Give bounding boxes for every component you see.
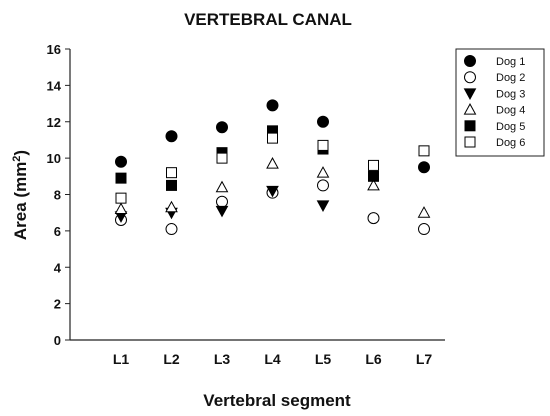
chart-title: VERTEBRAL CANAL xyxy=(184,10,352,29)
data-point xyxy=(115,155,127,168)
x-tick-label: L7 xyxy=(416,351,433,367)
series-dog-1 xyxy=(115,99,430,174)
data-point xyxy=(266,185,279,198)
x-tick-label: L4 xyxy=(264,351,281,367)
data-point xyxy=(317,179,329,192)
x-tick-label: L3 xyxy=(214,351,231,367)
data-point xyxy=(166,167,177,179)
data-point xyxy=(417,206,431,218)
y-tick-label: 6 xyxy=(54,224,61,239)
series-dog-4 xyxy=(114,157,431,218)
data-point xyxy=(317,139,329,151)
legend-marker xyxy=(463,88,477,100)
data-point xyxy=(316,200,330,212)
series-dog-3 xyxy=(114,185,330,223)
y-tick-label: 12 xyxy=(47,115,61,130)
legend-label: Dog 2 xyxy=(496,72,525,84)
x-tick-label: L6 xyxy=(365,351,382,367)
legend-marker xyxy=(464,71,476,84)
legend-label: Dog 3 xyxy=(496,88,525,100)
y-axis-label-main: Area (mm xyxy=(11,162,30,240)
data-point xyxy=(215,180,229,193)
axes xyxy=(65,48,445,341)
data-point xyxy=(368,170,379,182)
data-point xyxy=(418,223,430,236)
data-point xyxy=(166,179,177,191)
data-point xyxy=(266,99,279,112)
y-tick-labels: 0 2 4 6 8 10 12 14 16 xyxy=(47,42,62,348)
data-point xyxy=(165,200,178,213)
legend-marker xyxy=(464,120,476,132)
x-tick-label: L2 xyxy=(163,351,180,367)
y-axis-label: Area (mm2) xyxy=(11,150,30,240)
data-point xyxy=(418,161,430,174)
y-axis-label-sup: 2 xyxy=(11,156,23,162)
data-point xyxy=(316,166,330,178)
legend-marker xyxy=(464,55,476,67)
y-tick-label: 2 xyxy=(54,297,61,312)
legend-label: Dog 4 xyxy=(496,105,525,117)
data-point xyxy=(216,152,228,164)
y-tick-label: 0 xyxy=(54,333,61,348)
legend-label: Dog 1 xyxy=(496,56,525,68)
data-point xyxy=(368,159,379,171)
x-axis-label: Vertebral segment xyxy=(203,391,351,410)
data-point xyxy=(267,132,278,144)
y-tick-label: 8 xyxy=(54,188,61,203)
data-point xyxy=(317,115,329,128)
y-tick-label: 4 xyxy=(54,260,62,275)
legend: Dog 1 Dog 2 Dog 3 Dog 4 Dog 5 Dog 6 xyxy=(455,48,545,157)
y-axis-label-end: ) xyxy=(11,150,30,156)
data-point xyxy=(266,157,279,169)
legend-marker xyxy=(464,136,476,148)
x-tick-labels: L1 L2 L3 L4 L5 L6 L7 xyxy=(113,351,433,367)
data-point xyxy=(114,202,128,215)
series-dog-6 xyxy=(115,132,430,204)
data-point xyxy=(115,192,127,204)
data-point xyxy=(418,145,430,157)
data-point xyxy=(216,121,228,134)
y-tick-label: 16 xyxy=(47,42,61,57)
data-points xyxy=(114,99,431,236)
data-point xyxy=(165,223,178,236)
x-tick-label: L5 xyxy=(315,351,332,367)
legend-marker xyxy=(463,103,477,115)
data-point xyxy=(367,178,380,191)
data-point xyxy=(115,172,127,184)
legend-label: Dog 6 xyxy=(496,137,525,149)
data-point xyxy=(215,205,229,218)
x-tick-label: L1 xyxy=(113,351,130,367)
y-tick-label: 14 xyxy=(47,78,62,93)
data-point xyxy=(216,195,228,208)
legend-label: Dog 5 xyxy=(496,121,525,133)
series-dog-5 xyxy=(115,125,379,191)
data-point xyxy=(367,212,380,225)
data-point xyxy=(165,130,178,143)
y-tick-label: 10 xyxy=(47,151,61,166)
